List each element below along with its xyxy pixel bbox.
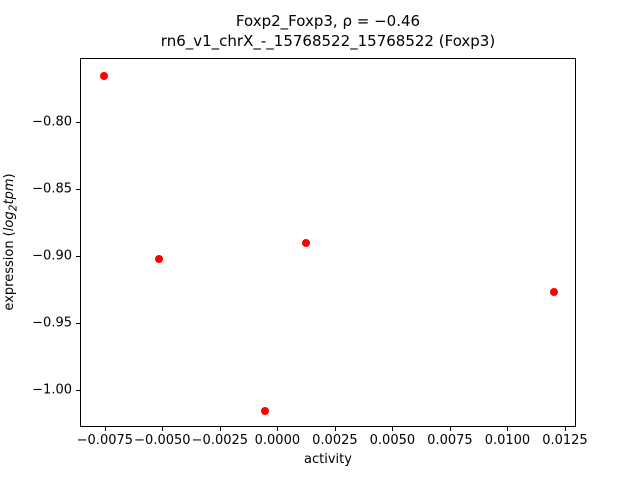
- data-point: [260, 406, 269, 415]
- chart-title-line-2: rn6_v1_chrX_-_15768522_15768522 (Foxp3): [160, 32, 496, 50]
- x-tick-mark: [104, 427, 106, 431]
- x-tick-label: −0.0025: [191, 433, 249, 448]
- data-point: [99, 71, 108, 80]
- x-tick-label: −0.0075: [76, 433, 134, 448]
- data-point: [550, 287, 559, 296]
- x-tick-mark: [392, 427, 394, 431]
- y-tick-mark: [76, 188, 80, 190]
- x-tick-label: 0.0100: [484, 433, 531, 448]
- x-tick-mark: [564, 427, 566, 431]
- x-tick-label: −0.0050: [134, 433, 191, 448]
- chart-title-line-1: Foxp2_Foxp3, ρ = −0.46: [235, 12, 421, 30]
- y-axis-label-var: tpm: [2, 178, 17, 205]
- x-tick-label: 0.0125: [542, 433, 588, 448]
- x-tick-mark: [334, 427, 336, 431]
- x-tick-label: 0.0025: [312, 433, 358, 448]
- x-axis-label: activity: [304, 452, 352, 467]
- y-tick-label: −0.95: [32, 315, 72, 331]
- y-axis-label-prefix: expression (: [2, 231, 17, 311]
- y-tick-mark: [76, 389, 80, 391]
- x-tick-mark: [449, 427, 451, 431]
- y-tick-mark: [76, 255, 80, 257]
- chart-title: Foxp2_Foxp3, ρ = −0.46 rn6_v1_chrX_-_157…: [80, 11, 576, 51]
- y-axis-label: expression (log2tpm): [2, 173, 20, 310]
- y-tick-label: −0.80: [32, 114, 72, 130]
- x-tick-label: 0.0075: [427, 433, 473, 448]
- y-tick-mark: [76, 121, 80, 123]
- plot-area: [80, 58, 576, 427]
- y-tick-label: −1.00: [32, 382, 72, 398]
- y-axis-label-func: log: [2, 211, 17, 232]
- x-tick-mark: [219, 427, 221, 431]
- y-axis-label-sub: 2: [6, 204, 20, 212]
- y-tick-mark: [76, 322, 80, 324]
- y-tick-label: −0.90: [32, 248, 72, 264]
- x-tick-mark: [162, 427, 164, 431]
- x-tick-mark: [277, 427, 279, 431]
- x-tick-mark: [507, 427, 509, 431]
- x-tick-label: 0.0050: [369, 433, 416, 448]
- data-point: [154, 255, 163, 264]
- y-axis-label-suffix: ): [2, 173, 17, 179]
- y-tick-label: −0.85: [32, 181, 72, 197]
- data-point: [301, 239, 310, 248]
- x-tick-label: 0.0000: [254, 433, 301, 448]
